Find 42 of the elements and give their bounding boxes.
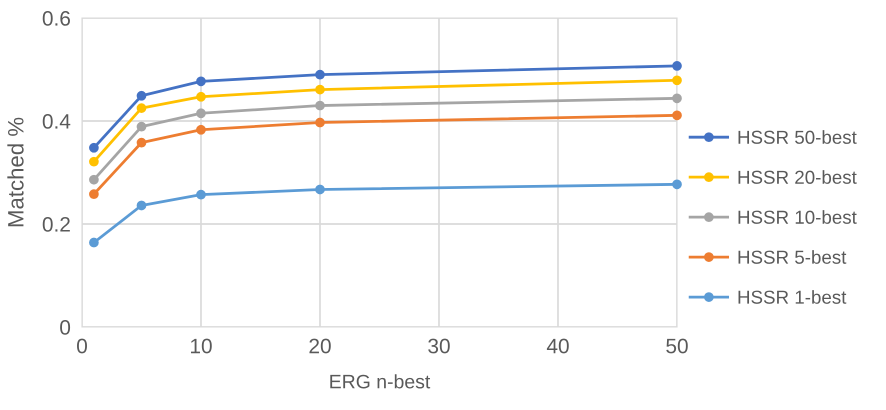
point	[196, 190, 206, 200]
point	[89, 238, 99, 248]
point	[315, 84, 325, 94]
point	[136, 90, 146, 101]
x-tick-label: 40	[546, 338, 569, 354]
y-tick-label: 0.4	[42, 114, 70, 129]
point	[672, 75, 682, 86]
point	[315, 184, 325, 194]
point	[196, 124, 206, 135]
point	[672, 93, 682, 104]
legend-label: HSSR 1-best	[738, 290, 846, 304]
y-tick-label: 0.6	[42, 11, 70, 26]
point	[89, 174, 99, 185]
point	[136, 122, 146, 132]
legend-label: HSSR 10-best	[738, 210, 857, 224]
point	[136, 103, 146, 113]
point	[315, 100, 325, 110]
legend-label: HSSR 50-best	[738, 130, 857, 144]
point	[89, 189, 99, 199]
point	[136, 138, 146, 148]
x-tick-label: 0	[77, 338, 87, 354]
y-tick-label: 0	[60, 320, 70, 335]
point	[196, 92, 206, 102]
x-tick-label: 10	[191, 338, 212, 354]
point	[672, 61, 682, 71]
y-tick-label: 0.2	[42, 217, 70, 232]
x-tick-label: 20	[309, 338, 331, 354]
x-axis-title: ERG n-best	[330, 374, 430, 388]
x-tick-label: 30	[428, 338, 450, 354]
point	[672, 110, 682, 120]
point	[196, 108, 206, 118]
point	[136, 200, 146, 210]
point	[672, 179, 682, 190]
x-tick-label: 50	[666, 338, 688, 354]
point	[89, 142, 99, 153]
legend-label: HSSR 5-best	[738, 250, 846, 264]
point	[315, 70, 325, 80]
legend-label: HSSR 20-best	[738, 170, 857, 184]
y-axis-title: Matched %	[7, 118, 24, 226]
point	[315, 118, 325, 128]
point	[196, 76, 206, 86]
point	[89, 156, 99, 167]
